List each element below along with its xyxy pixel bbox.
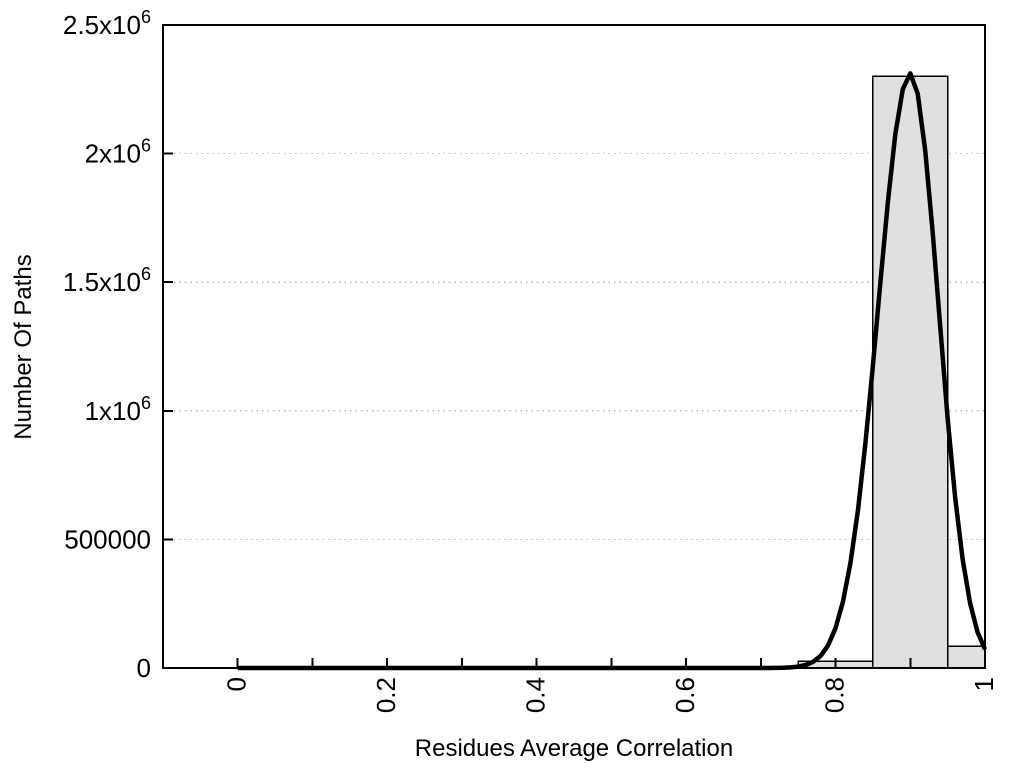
x-tick-label: 1 [969,677,999,691]
x-tick-label: 0 [222,677,252,691]
y-tick-label: 1x106 [85,393,151,426]
x-tick-label: 0.2 [371,677,401,713]
x-tick-label: 0.8 [820,677,850,713]
y-tick-label: 0 [137,653,151,683]
y-tick-label: 2x106 [85,136,151,169]
histogram-bar [946,645,986,669]
histogram-bar [872,75,949,669]
x-tick-label: 0.4 [521,677,551,713]
plot-frame [162,24,986,669]
y-tick-label: 500000 [64,524,151,554]
bars-layer [797,75,986,669]
y-tick-label: 1.5x106 [63,264,151,297]
x-axis-title: Residues Average Correlation [415,735,733,762]
ticks-layer [163,24,986,669]
x-tick-label: 0.6 [670,677,700,713]
y-tick-label: 2.5x106 [63,7,151,40]
tick-labels-layer: 0 500000 1x106 1.5x106 2x106 2.5x106 0 0.2 0.4 0.… [63,7,999,713]
y-axis-title: Number Of Paths [10,254,37,439]
frame-layer [162,24,986,669]
